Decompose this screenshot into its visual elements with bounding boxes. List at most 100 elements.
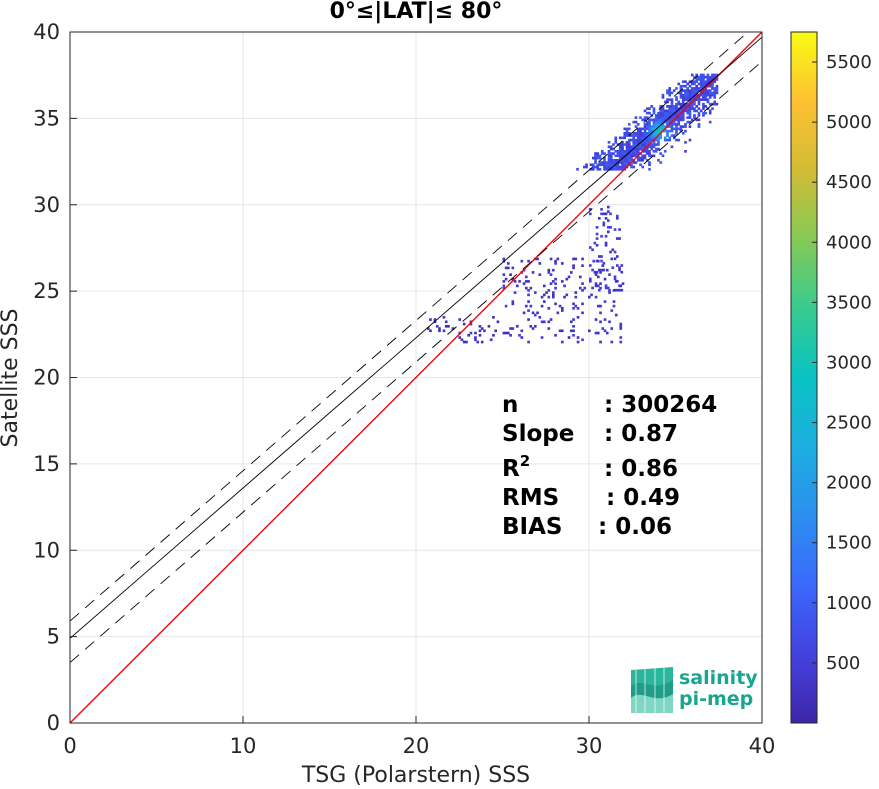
density-cell <box>527 340 530 344</box>
density-cell <box>614 154 618 158</box>
density-cell <box>699 73 703 77</box>
density-cell <box>602 261 606 265</box>
density-cell <box>518 333 521 337</box>
density-cell <box>556 311 560 315</box>
density-cell <box>675 129 678 133</box>
density-cell <box>607 158 611 162</box>
density-cell <box>688 93 692 97</box>
density-cell <box>708 75 712 79</box>
density-cell <box>520 259 524 263</box>
density-cell <box>697 98 701 101</box>
density-cell <box>627 145 631 149</box>
density-cell <box>704 96 708 99</box>
density-cell <box>686 107 690 110</box>
density-cell <box>515 284 519 288</box>
density-cell <box>594 331 598 335</box>
density-cell <box>688 84 692 88</box>
density-cell <box>492 316 495 319</box>
density-cell <box>668 89 672 92</box>
density-cell <box>659 125 663 128</box>
density-cell <box>661 93 665 97</box>
density-cell <box>659 107 663 110</box>
density-cell <box>652 120 656 124</box>
density-cell <box>670 111 674 115</box>
density-cell <box>648 149 651 153</box>
density-cell <box>648 136 651 140</box>
density-cell <box>715 84 719 88</box>
regression-line <box>70 36 762 639</box>
y-tick-label: 25 <box>33 279 60 303</box>
density-cell <box>713 91 717 95</box>
density-cell <box>654 129 658 133</box>
density-cell <box>529 324 533 328</box>
density-cell <box>681 105 685 108</box>
density-cell <box>663 120 667 124</box>
density-cell <box>612 304 616 308</box>
density-cell <box>623 143 627 146</box>
density-cell <box>654 147 658 151</box>
y-tick-label: 40 <box>33 20 60 44</box>
density-cell <box>603 163 606 167</box>
density-cell <box>593 241 597 245</box>
density-cell <box>616 152 620 155</box>
density-cell <box>509 333 512 337</box>
density-cell <box>458 336 462 339</box>
density-cell <box>668 120 672 124</box>
density-cell <box>706 89 710 92</box>
density-cell <box>659 114 663 117</box>
density-cell <box>607 156 611 160</box>
density-cell <box>672 120 676 124</box>
density-cell <box>606 210 610 213</box>
density-cell <box>645 120 649 124</box>
density-cell <box>593 270 597 274</box>
density-cell <box>594 156 597 160</box>
density-cell <box>600 255 603 258</box>
density-cell <box>670 98 674 101</box>
density-cell <box>625 154 629 158</box>
density-cell <box>643 154 647 158</box>
density-cell <box>581 338 584 342</box>
density-cell <box>572 318 575 321</box>
density-cell <box>679 109 683 113</box>
density-cell <box>697 123 701 126</box>
density-cell <box>684 125 687 128</box>
density-cell <box>659 129 663 133</box>
density-cell <box>558 304 562 308</box>
density-cell <box>654 116 658 119</box>
density-cell <box>679 107 683 110</box>
density-cell <box>632 152 636 155</box>
density-cell <box>603 165 606 169</box>
colorbar-tick-label: 2500 <box>826 413 872 434</box>
density-cell <box>589 246 592 249</box>
density-cell <box>708 93 712 97</box>
density-cell <box>618 145 622 149</box>
density-cell <box>702 78 705 81</box>
density-cell <box>675 118 678 122</box>
density-cell <box>668 93 672 97</box>
density-cell <box>661 107 665 110</box>
density-cell <box>621 154 624 158</box>
density-cell <box>639 158 642 162</box>
density-cell <box>612 289 616 292</box>
density-cell <box>686 109 690 113</box>
density-cell <box>538 273 542 276</box>
density-cell <box>599 271 602 274</box>
density-cell <box>684 84 687 88</box>
density-cell <box>643 127 647 131</box>
density-cell <box>659 127 663 131</box>
density-cell <box>572 266 575 270</box>
density-cell <box>604 286 608 290</box>
density-cell <box>433 318 437 321</box>
density-cell <box>565 293 569 297</box>
density-cell <box>697 114 701 117</box>
density-cell <box>675 107 678 110</box>
density-cell <box>536 311 539 315</box>
density-cell <box>621 161 624 164</box>
salinity-pi-mep-logo: salinity pi-mep <box>631 667 758 713</box>
density-cell <box>616 163 620 167</box>
density-cell <box>527 280 530 283</box>
density-cell <box>699 87 703 90</box>
density-cell <box>612 158 615 162</box>
density-cell <box>702 107 705 110</box>
density-cell <box>668 129 672 133</box>
